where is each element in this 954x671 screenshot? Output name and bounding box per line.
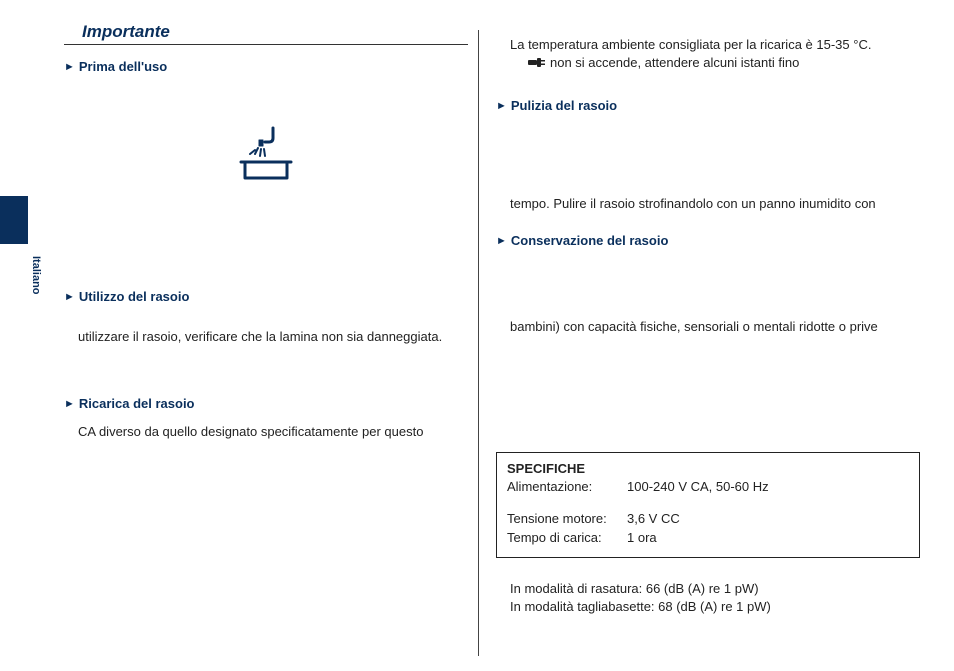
document-page: Italiano Importante ► Prima dell'uso <box>0 0 954 671</box>
body-text: non si accende, attendere alcuni istanti… <box>496 54 920 74</box>
triangle-icon: ► <box>496 235 507 247</box>
body-text: La temperatura ambiente consigliata per … <box>496 36 920 54</box>
side-tab <box>0 196 28 244</box>
subhead-cleaning: ► Pulizia del rasoio <box>496 98 920 113</box>
right-column: La temperatura ambiente consigliata per … <box>496 22 920 652</box>
subhead-text: Prima dell'uso <box>79 59 167 74</box>
spec-box: SPECIFICHE Alimentazione:100-240 V CA, 5… <box>496 452 920 558</box>
triangle-icon: ► <box>64 398 75 410</box>
spec-value: 100-240 V CA, 50-60 Hz <box>627 479 769 494</box>
body-text: utilizzare il rasoio, verificare che la … <box>64 328 468 346</box>
subhead-charging: ► Ricarica del rasoio <box>64 396 468 411</box>
body-text: CA diverso da quello designato specifica… <box>64 423 468 441</box>
body-text: bambini) con capacità fisiche, sensorial… <box>496 318 920 336</box>
triangle-icon: ► <box>64 291 75 303</box>
language-label: Italiano <box>30 256 42 295</box>
subhead-text: Ricarica del rasoio <box>79 396 195 411</box>
left-column: Importante ►Prima dell'uso ►Utiliz <box>64 22 468 652</box>
subhead-storage: ► Conservazione del rasoio <box>496 233 920 248</box>
triangle-icon: ► <box>496 100 507 112</box>
column-divider <box>478 30 479 656</box>
spec-row-power: Alimentazione:100-240 V CA, 50-60 Hz <box>507 478 909 496</box>
spec-label: Tensione motore: <box>507 510 627 528</box>
triangle-icon: ► <box>64 61 75 73</box>
subhead-using: ► Utilizzo del rasoio <box>64 289 468 304</box>
subhead-text: Conservazione del rasoio <box>511 233 669 248</box>
plug-icon <box>528 54 546 74</box>
spec-heading: SPECIFICHE <box>507 461 909 476</box>
spec-row-charge: Tempo di carica:1 ora <box>507 529 909 547</box>
subhead-text: Pulizia del rasoio <box>511 98 617 113</box>
body-text: In modalità di rasatura: 66 (dB (A) re 1… <box>496 580 920 598</box>
spec-value: 1 ora <box>627 530 657 545</box>
body-text: In modalità tagliabasette: 68 (dB (A) re… <box>496 598 920 616</box>
subhead-before-use: ► Prima dell'uso <box>64 59 468 74</box>
subhead-text: Utilizzo del rasoio <box>79 289 190 304</box>
spec-label: Tempo di carica: <box>507 529 627 547</box>
spec-label: Alimentazione: <box>507 478 627 496</box>
spec-value: 3,6 V CC <box>627 511 680 526</box>
wash-icon-wrap <box>64 124 468 189</box>
wash-icon <box>233 124 299 184</box>
body-text-inline: non si accende, attendere alcuni istanti… <box>550 55 799 70</box>
page-title: Importante <box>64 22 468 45</box>
body-text: tempo. Pulire il rasoio strofinandolo co… <box>496 195 920 213</box>
spec-row-motor: Tensione motore:3,6 V CC <box>507 510 909 528</box>
